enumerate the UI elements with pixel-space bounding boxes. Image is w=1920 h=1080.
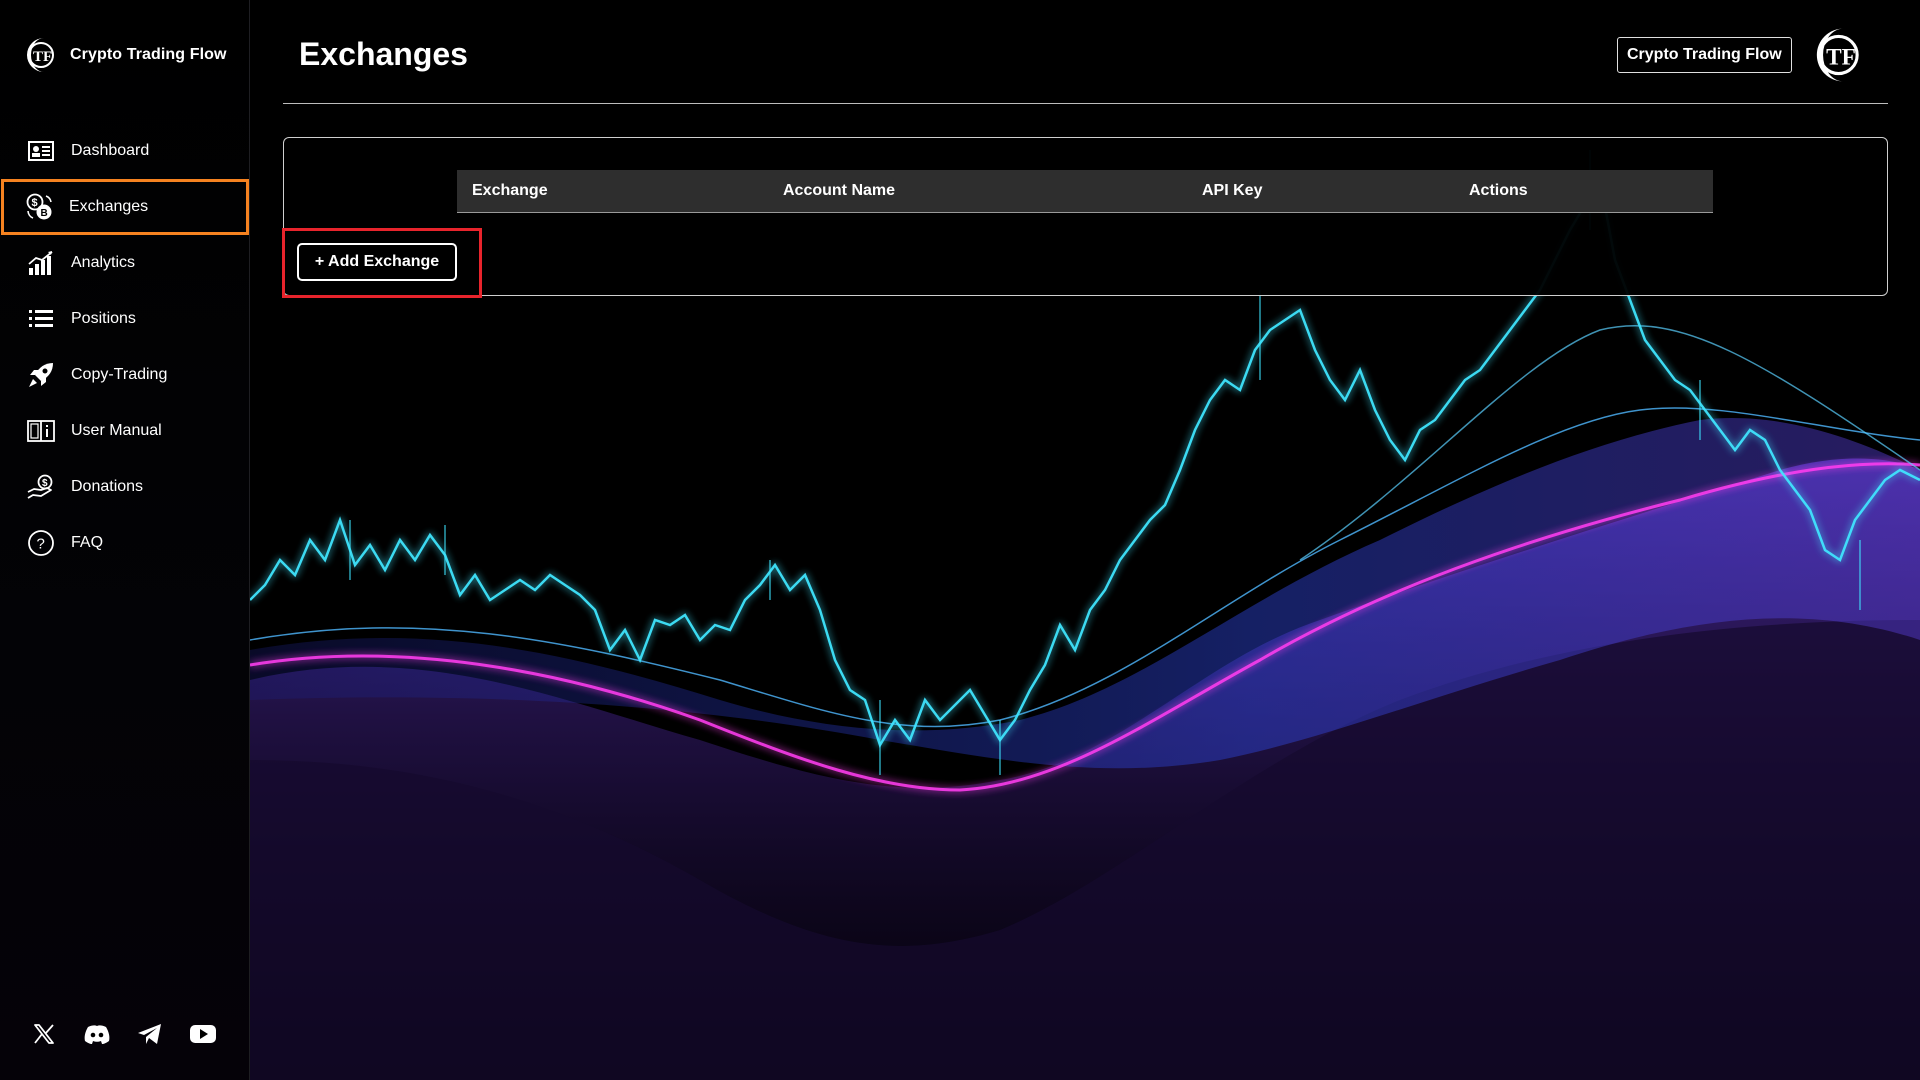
discord-icon[interactable] — [83, 1020, 111, 1048]
sidebar-item-donations[interactable]: $ Donations — [0, 459, 250, 515]
svg-text:$: $ — [32, 197, 38, 209]
sidebar-item-label: Donations — [71, 478, 144, 495]
column-header-api-key: API Key — [1202, 182, 1263, 199]
sidebar-item-faq[interactable]: ? FAQ — [0, 515, 250, 571]
sidebar-item-label: Dashboard — [71, 142, 150, 159]
sidebar-item-user-manual[interactable]: User Manual — [0, 403, 250, 459]
exchange-coins-icon: $ B — [25, 193, 53, 221]
brand[interactable]: TF Crypto Trading Flow — [22, 34, 227, 76]
brand-name: Crypto Trading Flow — [70, 46, 227, 63]
sidebar-item-positions[interactable]: Positions — [0, 291, 250, 347]
brand-button[interactable]: Crypto Trading Flow — [1617, 37, 1792, 73]
svg-text:TF: TF — [1826, 44, 1856, 70]
telegram-icon[interactable] — [136, 1020, 164, 1048]
svg-text:TF: TF — [33, 49, 52, 65]
svg-text:B: B — [41, 208, 48, 219]
svg-text:?: ? — [37, 536, 45, 553]
question-icon: ? — [27, 529, 55, 557]
social-links — [30, 1020, 217, 1048]
sidebar-item-copy-trading[interactable]: Copy-Trading — [0, 347, 250, 403]
analytics-icon — [27, 249, 55, 277]
dashboard-icon — [27, 137, 55, 165]
list-icon — [27, 305, 55, 333]
sidebar-item-analytics[interactable]: Analytics — [0, 235, 250, 291]
youtube-icon[interactable] — [189, 1020, 217, 1048]
x-icon[interactable] — [30, 1020, 58, 1048]
sidebar-item-label: Exchanges — [69, 198, 149, 215]
add-exchange-highlight: + Add Exchange — [282, 228, 482, 298]
svg-text:$: $ — [42, 478, 48, 489]
sidebar-item-label: FAQ — [71, 534, 104, 551]
ctf-logo-icon: TF — [26, 38, 54, 72]
sidebar-item-label: Copy-Trading — [71, 366, 168, 383]
column-header-actions: Actions — [1469, 182, 1528, 199]
sidebar-item-dashboard[interactable]: Dashboard — [0, 123, 250, 179]
book-icon — [27, 417, 55, 445]
add-exchange-button[interactable]: + Add Exchange — [297, 243, 457, 281]
column-header-account-name: Account Name — [783, 182, 896, 199]
rocket-icon — [27, 361, 55, 389]
page-title: Exchanges — [299, 36, 468, 72]
sidebar: TF Crypto Trading Flow Dashboard $ B Exch… — [0, 0, 250, 1080]
sidebar-item-label: Positions — [71, 310, 136, 327]
page-header: Exchanges Crypto Trading Flow TF — [283, 0, 1888, 104]
sidebar-nav: Dashboard $ B Exchanges Analytics Positio… — [0, 123, 250, 571]
exchanges-panel: Exchange Account Name API Key Actions + … — [282, 137, 1888, 298]
sidebar-item-label: Analytics — [71, 254, 136, 271]
sidebar-item-exchanges[interactable]: $ B Exchanges — [1, 179, 249, 235]
column-header-exchange: Exchange — [472, 182, 548, 199]
ctf-logo-icon[interactable]: TF — [1809, 24, 1865, 86]
sidebar-item-label: User Manual — [71, 422, 162, 439]
table-header: Exchange Account Name API Key Actions — [457, 170, 1713, 213]
donation-icon: $ — [27, 473, 55, 501]
